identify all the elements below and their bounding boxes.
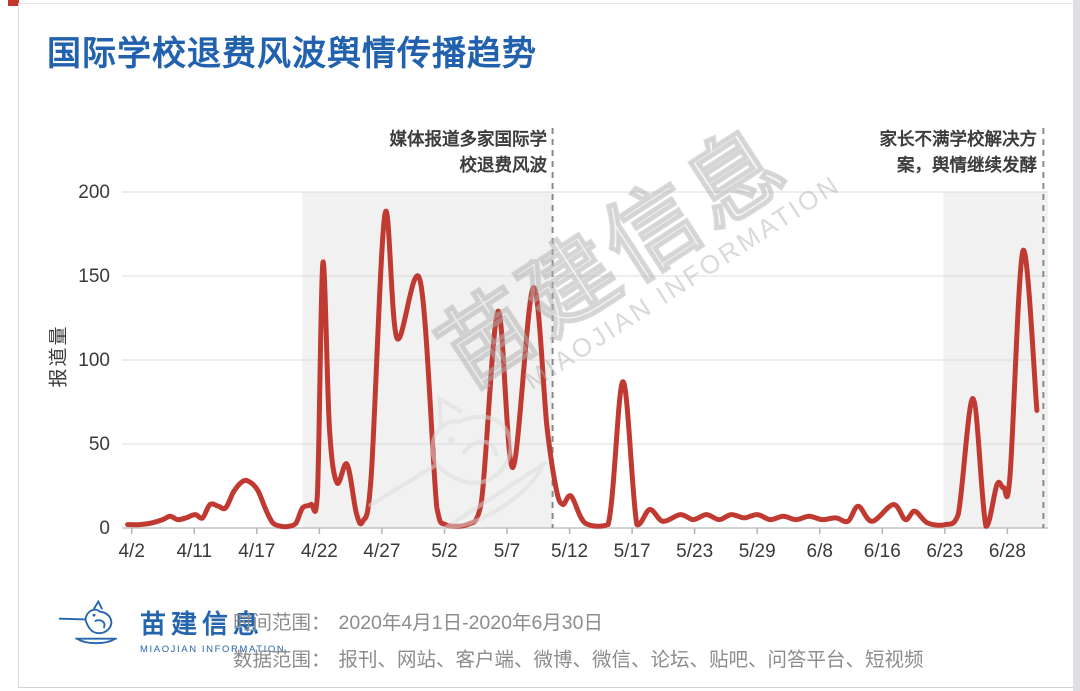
x-tick-label: 6/16 — [864, 541, 901, 562]
x-tick-label: 6/28 — [989, 541, 1026, 562]
trend-line — [125, 208, 1040, 530]
x-tick-label: 5/23 — [676, 541, 713, 562]
annotation-line: 校退费风波 — [459, 155, 548, 175]
x-tick-label: 4/2 — [118, 541, 144, 562]
x-tick-label: 4/27 — [363, 541, 400, 562]
card-left-border — [18, 3, 19, 687]
logo-cn-text: 苗建信息 — [140, 609, 265, 639]
y-tick-label: 50 — [89, 434, 110, 455]
x-tick-label: 5/17 — [614, 541, 651, 562]
time-range-label: 时间范围： — [233, 612, 331, 634]
annotation-parents-unsatisfied: 家长不满学校解决方 案，舆情继续发酵 — [880, 126, 1038, 178]
logo-bird-icon — [58, 599, 118, 645]
y-tick-label: 150 — [78, 266, 110, 287]
x-tick-label: 6/8 — [807, 541, 833, 562]
annotation-line: 家长不满学校解决方 — [879, 129, 1038, 149]
x-tick-label: 5/12 — [551, 541, 588, 562]
annotation-line: 案，舆情继续发酵 — [897, 155, 1037, 175]
data-range-value: 报刊、网站、客户端、微博、微信、论坛、贴吧、问答平台、短视频 — [338, 649, 924, 671]
annotation-line: 媒体报道多家国际学 — [389, 129, 548, 149]
y-tick-label: 200 — [78, 182, 110, 203]
time-range-value: 2020年4月1日-2020年6月30日 — [338, 612, 603, 634]
page-right-margin — [1073, 0, 1080, 691]
red-corner-mark — [8, 0, 19, 6]
logo-text: 苗建信息 MIAOJIAN INFORMATION — [140, 604, 285, 655]
y-axis-title: 报道量 — [48, 324, 70, 388]
card-top-border — [18, 3, 1074, 4]
x-tick-label: 6/23 — [926, 541, 963, 562]
x-tick-label: 4/11 — [176, 541, 212, 562]
time-range-line: 时间范围： 2020年4月1日-2020年6月30日 — [233, 606, 603, 635]
data-range-label: 数据范围： — [233, 649, 331, 671]
y-tick-label: 0 — [99, 518, 110, 539]
footer: 苗建信息 MIAOJIAN INFORMATION 时间范围： 2020年4月1日… — [0, 592, 1080, 680]
x-tick-label: 5/2 — [431, 541, 457, 562]
data-range-line: 数据范围： 报刊、网站、客户端、微博、微信、论坛、贴吧、问答平台、短视频 — [233, 643, 924, 672]
logo-en-text: MIAOJIAN INFORMATION — [140, 644, 286, 655]
page-title: 国际学校退费风波舆情传播趋势 — [47, 35, 537, 73]
card-bottom-border — [18, 687, 1074, 688]
company-logo: 苗建信息 MIAOJIAN INFORMATION — [58, 598, 285, 655]
annotation-media-reports: 媒体报道多家国际学 校退费风波 — [390, 126, 548, 178]
x-tick-label: 4/17 — [238, 541, 275, 562]
x-tick-label: 4/22 — [301, 541, 338, 562]
x-tick-label: 5/7 — [494, 541, 520, 562]
x-tick-label: 5/29 — [739, 541, 776, 562]
y-tick-label: 100 — [78, 350, 110, 371]
